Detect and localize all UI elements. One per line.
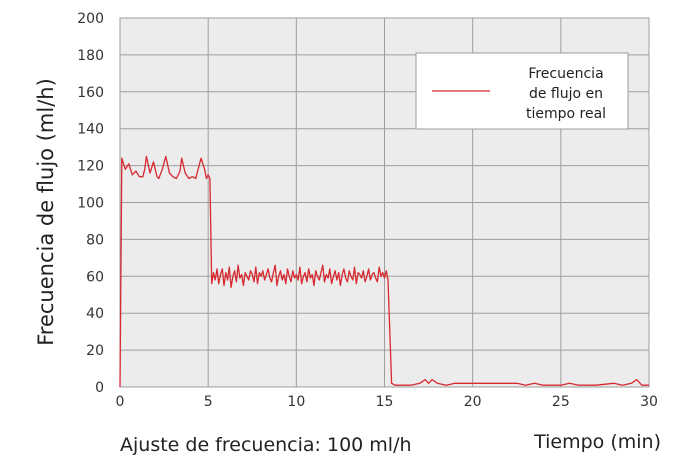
x-axis-title: Tiempo (min) (533, 431, 661, 453)
y-tick-label: 120 (77, 159, 104, 175)
y-axis-title: Frecuencia de flujo (ml/h) (34, 78, 58, 346)
y-tick-label: 100 (77, 196, 104, 212)
legend: Frecuencia de flujo en tiempo real (415, 52, 629, 130)
y-tick-label: 180 (77, 48, 104, 64)
y-tick-label: 40 (86, 306, 104, 322)
x-tick-label: 20 (464, 394, 482, 410)
y-tick-label: 140 (77, 122, 104, 138)
y-tick-label: 20 (86, 343, 104, 359)
x-tick-label: 10 (287, 394, 305, 410)
grid-lines (119, 17, 650, 388)
legend-label-line-3: tiempo real (526, 106, 606, 122)
x-tick-label: 25 (552, 394, 570, 410)
y-tick-label: 60 (86, 269, 104, 285)
x-tick-label: 30 (640, 394, 658, 410)
legend-label-line-1: Frecuencia (528, 66, 603, 82)
y-tick-label: 0 (95, 380, 104, 396)
rate-setting-note: Ajuste de frecuencia: 100 ml/h (120, 434, 412, 456)
x-axis-ticks: 0 5 10 15 20 25 30 (116, 394, 658, 410)
y-tick-label: 200 (77, 11, 104, 27)
series-line-flow-rate (119, 155, 649, 388)
y-tick-label: 160 (77, 85, 104, 101)
x-tick-label: 15 (376, 394, 394, 410)
legend-label-line-2: de flujo en (529, 86, 603, 102)
y-tick-label: 80 (86, 232, 104, 248)
x-tick-label: 5 (204, 394, 213, 410)
y-axis-ticks: 0 20 40 60 80 100 120 140 160 180 200 (77, 11, 104, 396)
x-tick-label: 0 (116, 394, 125, 410)
